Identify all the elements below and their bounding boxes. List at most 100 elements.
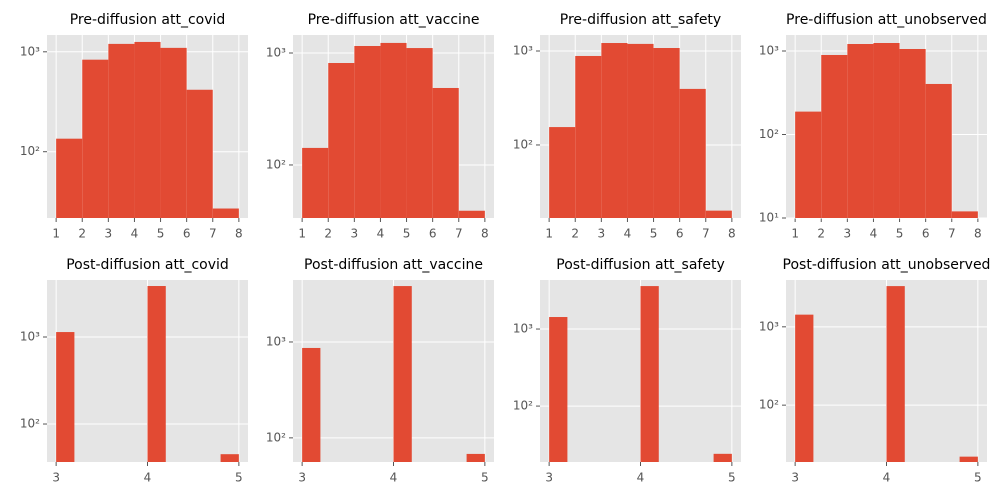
bar — [406, 48, 433, 219]
x-tick-label: 3 — [351, 227, 359, 241]
x-tick-label: 6 — [922, 227, 930, 241]
bar — [302, 147, 329, 218]
x-tick-label: 8 — [728, 227, 736, 241]
y-tick-label: 10³ — [20, 44, 40, 58]
x-tick-label: 1 — [298, 227, 306, 241]
bar — [302, 347, 321, 462]
bar — [82, 59, 109, 219]
bar — [380, 42, 407, 218]
bar — [393, 286, 412, 462]
bar — [899, 48, 926, 218]
y-tick-label: 10² — [759, 398, 779, 412]
x-tick-label: 3 — [791, 471, 799, 485]
bar — [108, 43, 135, 219]
x-tick-label: 5 — [896, 227, 904, 241]
x-tick-label: 1 — [52, 227, 60, 241]
bar — [160, 47, 187, 218]
x-tick-label: 5 — [403, 227, 411, 241]
y-tick-label: 10² — [759, 127, 779, 141]
bar — [549, 127, 576, 218]
y-tick-label: 10² — [266, 157, 286, 171]
subplot-title: Post-diffusion att_vaccine — [304, 257, 483, 273]
bar — [601, 43, 628, 219]
x-tick-label: 4 — [377, 227, 385, 241]
y-tick-label: 10³ — [759, 44, 779, 58]
subplot-title: Post-diffusion att_unobserved — [783, 257, 991, 273]
bar — [795, 111, 822, 218]
x-tick-label: 7 — [209, 227, 217, 241]
x-tick-label: 4 — [390, 471, 398, 485]
bar — [354, 45, 381, 218]
y-tick-label: 10³ — [759, 319, 779, 333]
bar — [640, 286, 659, 462]
bar — [951, 211, 978, 218]
y-tick-label: 10² — [266, 430, 286, 444]
y-tick-label: 10² — [20, 144, 40, 158]
x-tick-label: 5 — [974, 471, 982, 485]
bar — [713, 453, 732, 462]
bar — [212, 208, 239, 218]
x-tick-label: 6 — [429, 227, 437, 241]
x-tick-label: 5 — [235, 471, 243, 485]
x-tick-label: 6 — [183, 227, 191, 241]
bar — [795, 314, 814, 462]
x-tick-label: 4 — [131, 227, 139, 241]
x-tick-label: 7 — [455, 227, 463, 241]
bar — [56, 332, 75, 462]
y-tick-label: 10³ — [513, 322, 533, 336]
x-tick-label: 7 — [702, 227, 710, 241]
y-tick-label: 10³ — [20, 330, 40, 344]
bar — [134, 41, 161, 219]
x-tick-label: 2 — [571, 227, 579, 241]
x-tick-label: 1 — [545, 227, 553, 241]
bar — [549, 317, 568, 462]
x-tick-label: 1 — [791, 227, 799, 241]
y-tick-label: 10² — [513, 399, 533, 413]
bar — [847, 44, 874, 218]
y-tick-label: 10³ — [266, 334, 286, 348]
bar — [186, 89, 213, 218]
bar — [653, 48, 680, 218]
bar — [925, 83, 952, 218]
x-tick-label: 7 — [948, 227, 956, 241]
x-tick-label: 6 — [676, 227, 684, 241]
x-tick-label: 3 — [52, 471, 60, 485]
x-tick-label: 2 — [78, 227, 86, 241]
x-tick-label: 8 — [974, 227, 982, 241]
x-tick-label: 5 — [157, 227, 165, 241]
bar — [432, 87, 459, 218]
y-tick-label: 10³ — [513, 43, 533, 57]
x-tick-label: 5 — [481, 471, 489, 485]
bar — [466, 453, 485, 462]
y-tick-label: 10² — [20, 417, 40, 431]
x-tick-label: 2 — [324, 227, 332, 241]
bar — [147, 286, 166, 462]
x-tick-label: 3 — [105, 227, 113, 241]
subplot-title: Pre-diffusion att_unobserved — [786, 12, 987, 28]
bar — [575, 55, 602, 218]
bar — [220, 454, 239, 462]
subplot-title: Pre-diffusion att_safety — [560, 12, 721, 28]
x-tick-label: 4 — [883, 471, 891, 485]
bar — [873, 43, 900, 218]
x-tick-label: 3 — [298, 471, 306, 485]
x-tick-label: 5 — [650, 227, 658, 241]
y-tick-label: 10¹ — [759, 211, 779, 225]
subplot-title: Pre-diffusion att_vaccine — [308, 12, 480, 28]
x-tick-label: 5 — [728, 471, 736, 485]
bar — [627, 43, 654, 219]
x-tick-label: 2 — [817, 227, 825, 241]
subplot-title: Post-diffusion att_covid — [66, 257, 229, 273]
y-tick-label: 10² — [513, 137, 533, 151]
x-tick-label: 8 — [235, 227, 243, 241]
bar — [328, 63, 355, 218]
x-tick-label: 3 — [844, 227, 852, 241]
x-tick-label: 4 — [870, 227, 878, 241]
bar — [458, 210, 485, 218]
bar — [821, 54, 848, 218]
x-tick-label: 3 — [545, 471, 553, 485]
x-tick-label: 8 — [481, 227, 489, 241]
bar — [705, 210, 732, 218]
x-tick-label: 4 — [624, 227, 632, 241]
